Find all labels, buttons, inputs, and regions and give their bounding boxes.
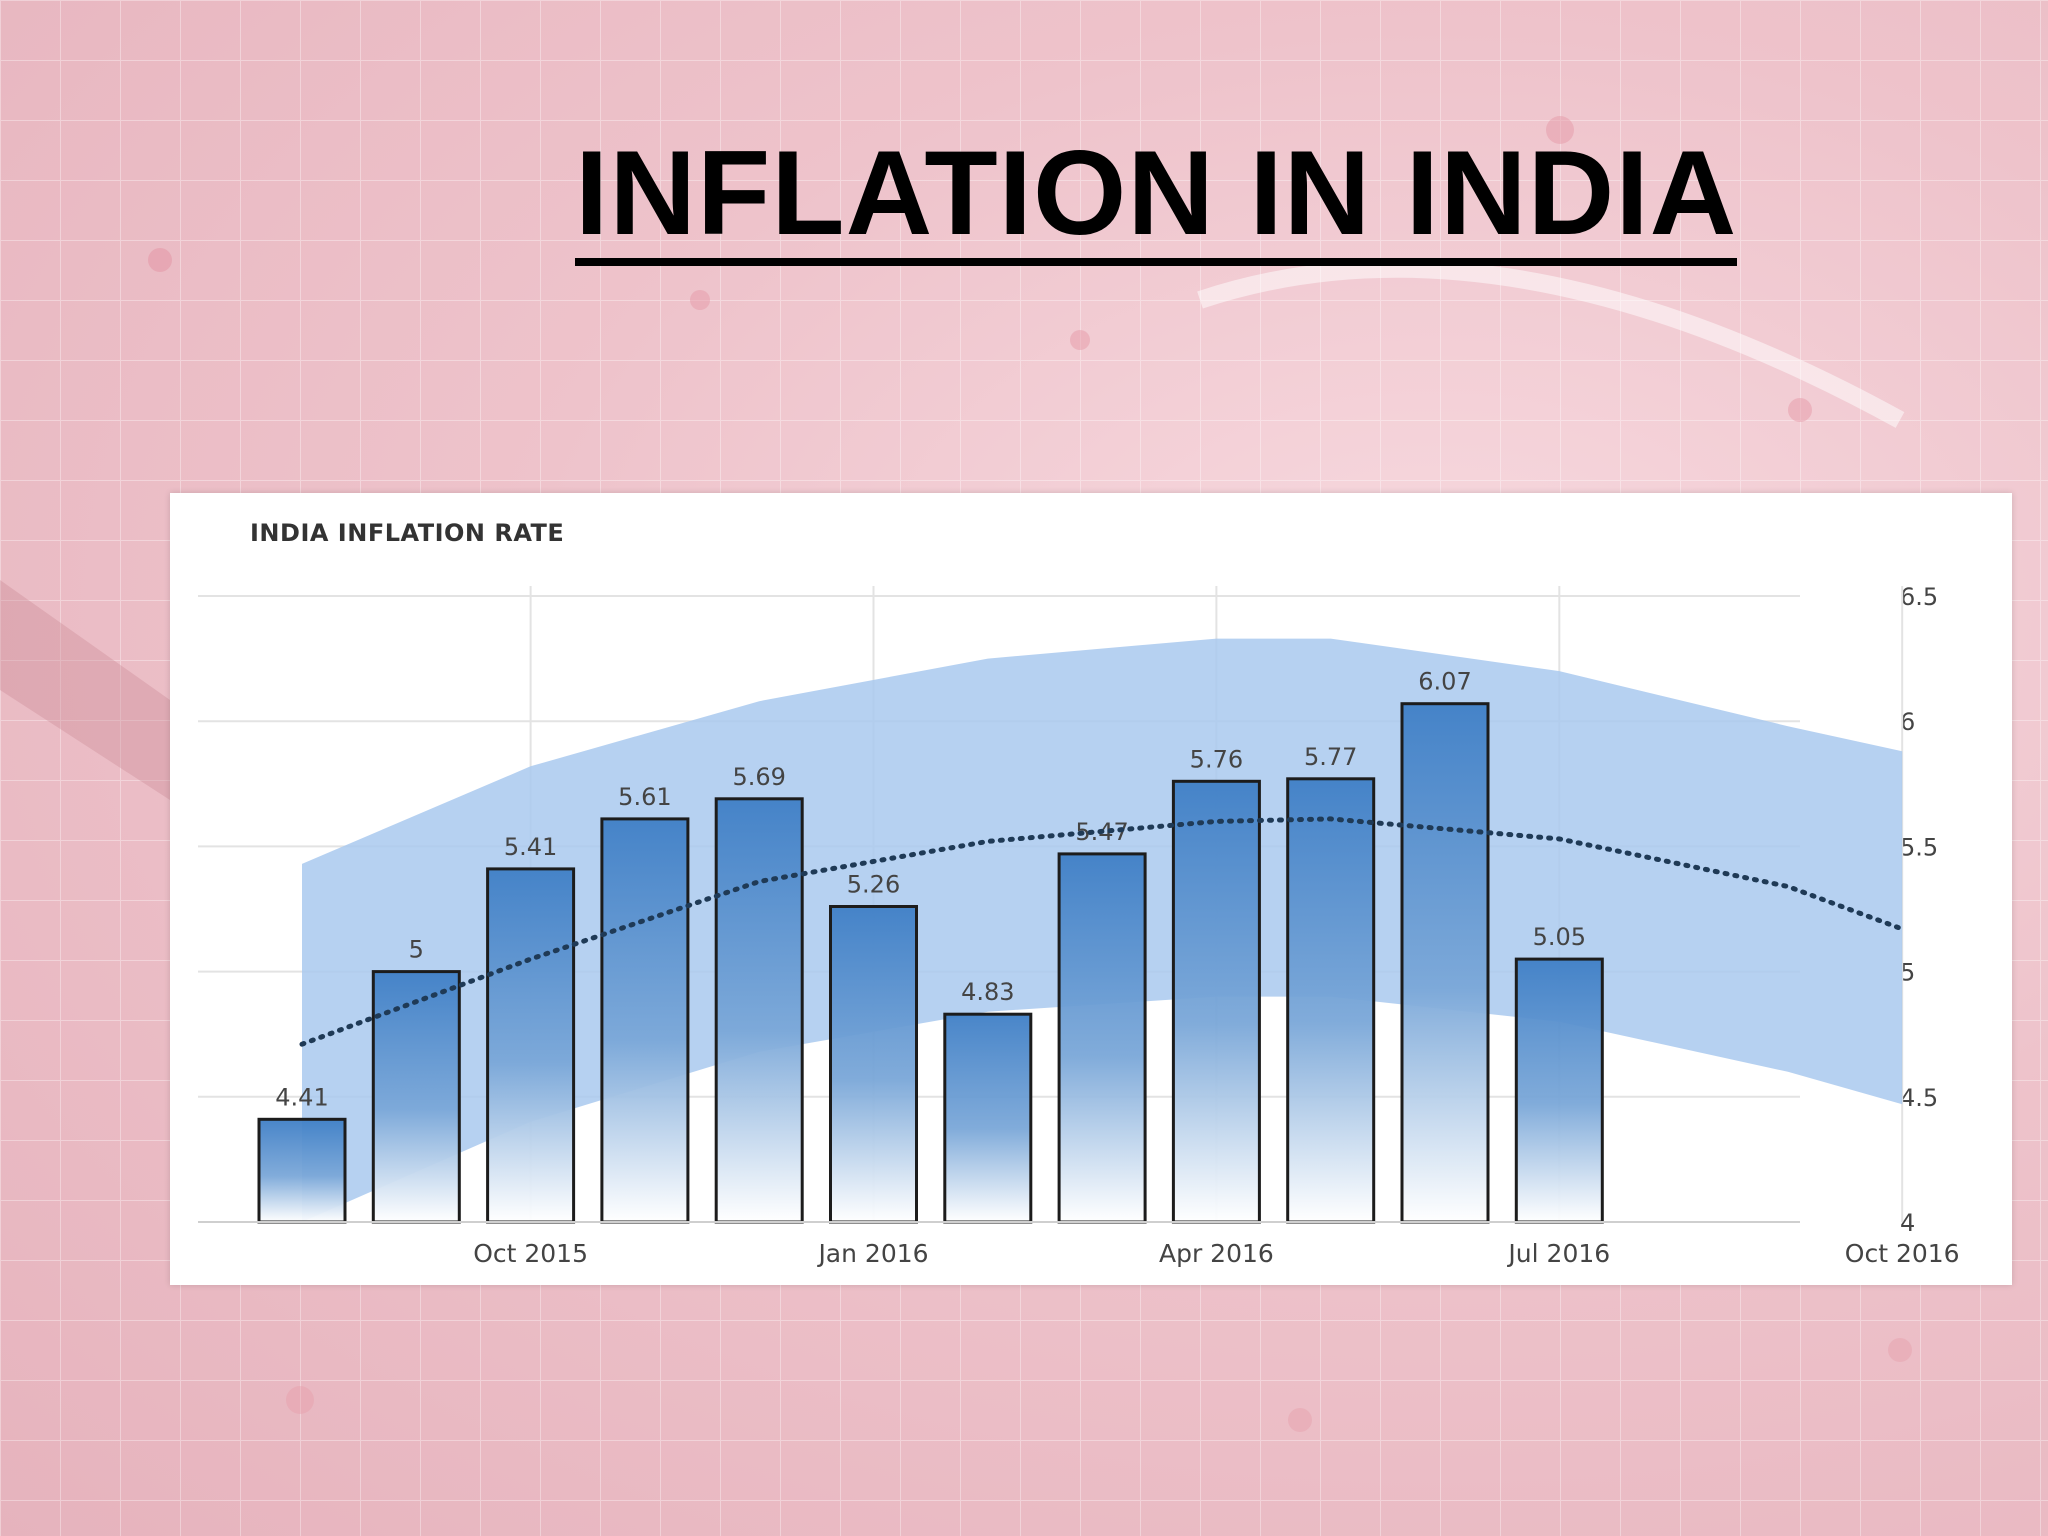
bar-value-label: 6.07: [1418, 668, 1471, 696]
bar-value-label: 5.76: [1190, 745, 1243, 773]
y-tick-label: 6.5: [1900, 583, 1938, 611]
bar-apr-2016: [1171, 779, 1261, 1224]
y-tick-label: 6: [1900, 708, 1915, 736]
chart-title: INDIA INFLATION RATE: [250, 519, 565, 547]
bar-value-label: 5: [409, 936, 424, 964]
bar-sep-2015: [371, 970, 461, 1224]
bar-jul-2016: [1514, 957, 1604, 1224]
chart-panel: INDIA INFLATION RATE 4 4.5 5 5.5 6 6.5 Oct 201…: [170, 493, 2012, 1285]
x-tick-label: Oct 2016: [1845, 1239, 1960, 1268]
y-tick-label: 4: [1900, 1209, 1915, 1237]
bar-may-2016: [1286, 777, 1376, 1224]
bar-oct-2015: [486, 867, 576, 1224]
bar-value-label: 4.41: [275, 1083, 328, 1111]
bar-feb-2016: [943, 1012, 1033, 1224]
bar-aug-2015: [257, 1117, 347, 1224]
bar-value-label: 5.41: [504, 833, 557, 861]
x-tick-label: Apr 2016: [1159, 1239, 1274, 1268]
trend-line: [299, 816, 1905, 1047]
bar-value-label: 5.26: [847, 871, 900, 899]
bar-value-label: 5.61: [618, 783, 671, 811]
bar-value-label: 5.77: [1304, 743, 1357, 771]
x-tick-label: Jul 2016: [1506, 1239, 1610, 1268]
bar-mar-2016: [1057, 852, 1147, 1224]
bar-value-label: 4.83: [961, 978, 1014, 1006]
x-tick-label: Oct 2015: [473, 1239, 588, 1268]
y-tick-label: 5.5: [1900, 833, 1938, 861]
inflation-bar-chart: 4 4.5 5 5.5 6 6.5 Oct 2015 Jan 2016 Apr 2016 Jul …: [198, 583, 1960, 1268]
y-tick-label: 5: [1900, 959, 1915, 987]
bar-value-label: 5.69: [732, 763, 785, 791]
x-tick-label: Jan 2016: [816, 1239, 928, 1268]
bar-value-label: 5.05: [1533, 923, 1586, 951]
y-tick-label: 4.5: [1900, 1084, 1938, 1112]
bar-dec-2015: [714, 797, 804, 1224]
slide-title: INFLATION IN INDIA: [575, 128, 1738, 266]
bar-nov-2015: [600, 817, 690, 1224]
bar-jun-2016: [1400, 702, 1490, 1224]
bar-jan-2016: [829, 905, 918, 1224]
